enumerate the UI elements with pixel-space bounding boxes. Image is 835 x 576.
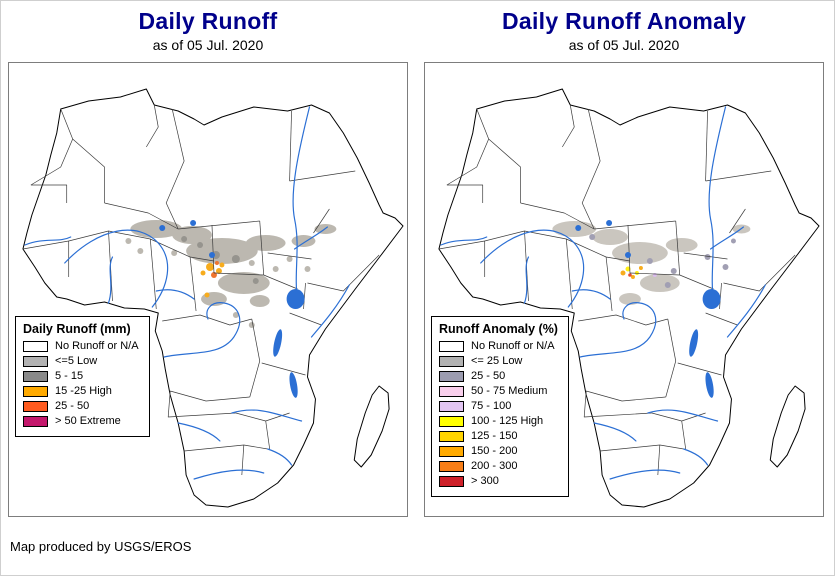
legend-label: 100 - 125 High: [471, 415, 544, 427]
daily-runoff-legend: Daily Runoff (mm) No Runoff or N/A <=5 L…: [15, 316, 150, 437]
legend-title: Runoff Anomaly (%): [439, 322, 558, 336]
legend-swatch: [23, 385, 48, 397]
left-map-title: Daily Runoff: [138, 8, 278, 34]
legend-item: 100 - 125 High: [439, 415, 558, 427]
legend-item: > 300: [439, 475, 558, 487]
legend-swatch: [439, 460, 464, 472]
legend-swatch: [439, 400, 464, 412]
legend-swatch: [23, 355, 48, 367]
legend-label: 75 - 100: [471, 400, 512, 412]
legend-swatch: [439, 445, 464, 457]
legend-item: 15 -25 High: [23, 385, 139, 397]
legend-label: <=5 Low: [55, 355, 98, 367]
legend-label: No Runoff or N/A: [471, 340, 555, 352]
legend-label: > 50 Extreme: [55, 415, 121, 427]
left-map-subtitle: as of 05 Jul. 2020: [152, 37, 264, 53]
map-credit: Map produced by USGS/EROS: [10, 539, 192, 554]
right-map-title: Daily Runoff Anomaly: [501, 8, 747, 34]
legend-swatch: [439, 340, 464, 352]
legend-swatch: [23, 415, 48, 427]
legend-swatch: [23, 370, 48, 382]
right-map-subtitle: as of 05 Jul. 2020: [568, 37, 680, 53]
legend-item: 75 - 100: [439, 400, 558, 412]
legend-item: <=5 Low: [23, 355, 139, 367]
legend-item: > 50 Extreme: [23, 415, 139, 427]
legend-item: 200 - 300: [439, 460, 558, 472]
legend-item: 150 - 200: [439, 445, 558, 457]
legend-item: <= 25 Low: [439, 355, 558, 367]
legend-swatch: [23, 340, 48, 352]
legend-item: 125 - 150: [439, 430, 558, 442]
legend-label: No Runoff or N/A: [55, 340, 139, 352]
legend-swatch: [23, 400, 48, 412]
legend-label: 25 - 50: [55, 400, 90, 412]
legend-item: No Runoff or N/A: [23, 340, 139, 352]
legend-label: 15 -25 High: [55, 385, 112, 397]
legend-label: <= 25 Low: [471, 355, 523, 367]
africa-map-runoff: [22, 88, 404, 508]
legend-label: 200 - 300: [471, 460, 518, 472]
legend-swatch: [439, 355, 464, 367]
legend-swatch: [439, 415, 464, 427]
legend-swatch: [439, 385, 464, 397]
legend-swatch: [439, 475, 464, 487]
legend-item: No Runoff or N/A: [439, 340, 558, 352]
legend-label: > 300: [471, 475, 499, 487]
legend-item: 50 - 75 Medium: [439, 385, 558, 397]
legend-title: Daily Runoff (mm): [23, 322, 131, 336]
legend-swatch: [439, 370, 464, 382]
legend-swatch: [439, 430, 464, 442]
legend-item: 25 - 50: [23, 400, 139, 412]
daily-runoff-map-panel: Daily Runoff (mm) No Runoff or N/A <=5 L…: [8, 62, 408, 517]
runoff-anomaly-legend: Runoff Anomaly (%) No Runoff or N/A <= 2…: [431, 316, 569, 497]
legend-label: 125 - 150: [471, 430, 518, 442]
legend-label: 50 - 75 Medium: [471, 385, 548, 397]
legend-label: 25 - 50: [471, 370, 506, 382]
legend-label: 5 - 15: [55, 370, 84, 382]
legend-label: 150 - 200: [471, 445, 518, 457]
runoff-anomaly-map-panel: Runoff Anomaly (%) No Runoff or N/A <= 2…: [424, 62, 824, 517]
legend-item: 5 - 15: [23, 370, 139, 382]
legend-item: 25 - 50: [439, 370, 558, 382]
